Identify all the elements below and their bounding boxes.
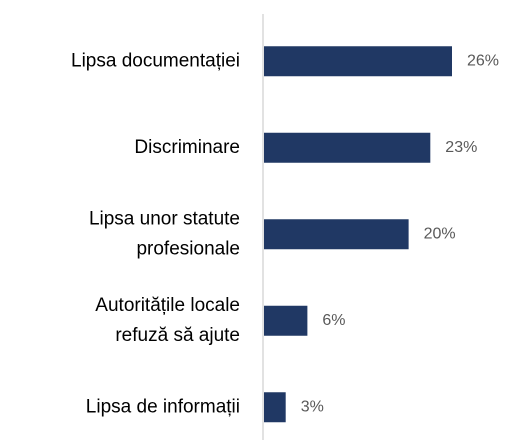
category-label: Discriminare [134,137,240,158]
bar [264,305,308,336]
category-label-line: Autoritățile locale [95,295,240,316]
bar [264,392,286,423]
value-label: 23% [445,139,477,156]
value-label: 26% [467,52,499,69]
value-label: 20% [424,225,456,242]
category-label: Lipsa unor statute profesionale [89,208,240,259]
value-label: 6% [322,312,345,329]
category-label-line: Lipsa unor statute [89,208,240,229]
category-label-line: refuză să ajute [115,325,240,346]
category-label-line: Discriminare [134,137,240,158]
category-label-line: Lipsa de informații [86,396,240,417]
category-label: Lipsa de informații [86,396,240,417]
category-label-line: profesionale [136,238,240,259]
value-label: 3% [301,398,324,415]
bar [264,46,452,77]
bar [264,219,409,250]
bar [264,132,431,163]
category-label: Autoritățile locale refuză să ajute [95,295,240,346]
category-label-line: Lipsa documentației [71,50,240,71]
category-label: Lipsa documentației [71,50,240,71]
